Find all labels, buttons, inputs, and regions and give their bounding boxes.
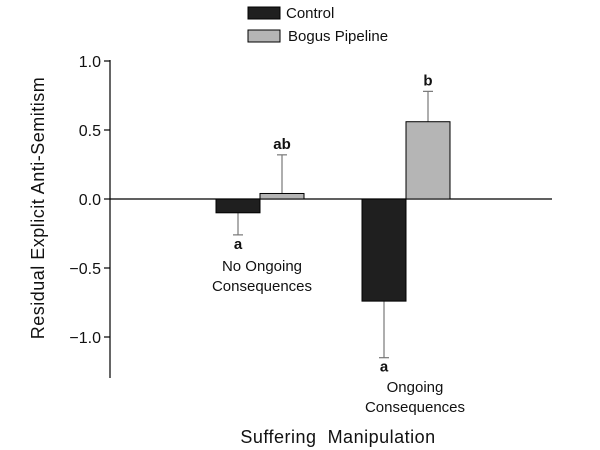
y-tick-label: 0.5 [79,123,101,140]
legend-label-bogus-pipeline: Bogus Pipeline [288,28,388,45]
y-ticks: 1.0 0.5 0.0 −0.5 −1.0 [69,54,110,347]
legend: Control Bogus Pipeline [247,5,388,45]
bar [405,121,451,200]
significance-label: a [234,236,243,253]
y-tick-label: 1.0 [79,54,101,71]
significance-label: b [423,72,432,89]
legend-swatch-control [247,6,281,20]
y-tick-label: −0.5 [69,261,101,278]
y-tick-label: 0.0 [79,192,101,209]
group-label: No Ongoing [222,258,302,275]
bar [361,198,407,302]
significance-label: ab [273,136,291,153]
y-tick-label: −1.0 [69,330,101,347]
y-axis-label: Residual Explicit Anti-Semitism [28,77,48,340]
group-label: Ongoing [387,379,444,396]
bar [259,192,305,200]
significance-labels: a a ab b [234,72,433,375]
error-bars [233,90,433,359]
x-axis-label: Suffering Manipulation [240,427,435,447]
bar [215,198,261,214]
significance-label: a [380,359,389,376]
legend-label-control: Control [286,5,334,22]
legend-swatch-bogus-pipeline [247,29,281,43]
group-labels: No Ongoing Consequences Ongoing Consequence… [212,258,465,416]
bars [215,121,451,302]
group-label: Consequences [365,399,465,416]
group-label: Consequences [212,278,312,295]
